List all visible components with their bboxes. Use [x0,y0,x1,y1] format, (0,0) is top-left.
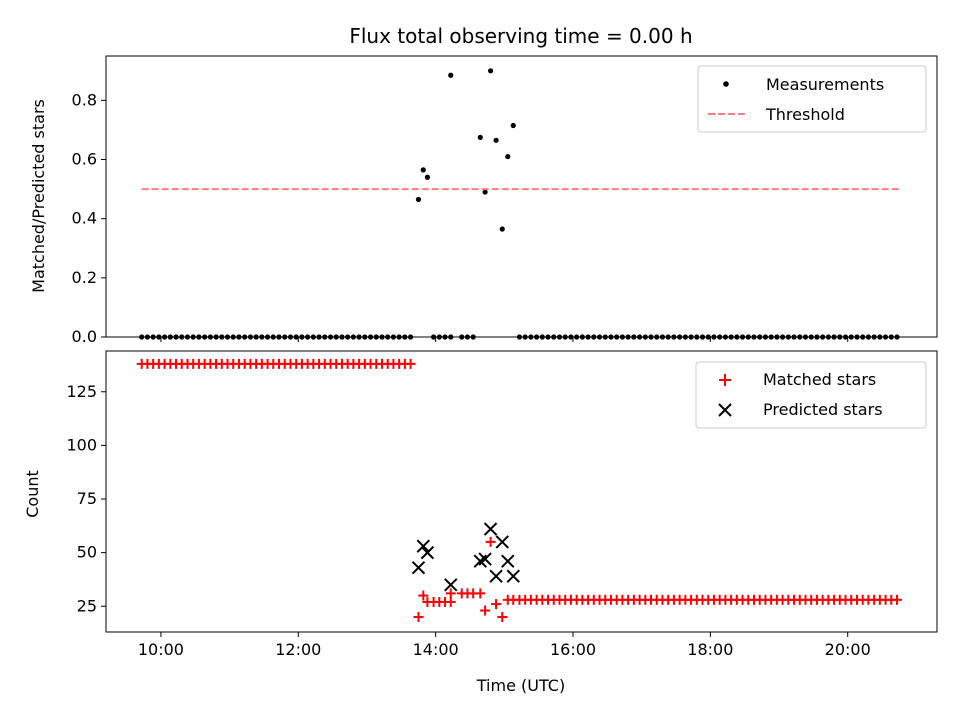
matched-star-point [485,536,496,547]
top-y-tick-label: 0.4 [72,209,97,228]
predicted-star-point [416,539,430,553]
bottom-y-tick-label: 50 [77,543,97,562]
bottom-y-axis-label: Count [23,470,42,518]
matched-star-point [445,596,456,607]
legend-measurements-marker [723,81,729,87]
legend-measurements-label: Measurements [766,75,884,94]
top-y-tick-label: 0.0 [72,327,97,346]
measurement-point [482,189,488,195]
matched-star-point [413,611,424,622]
top-plot-area: 0.0 0.2 0.4 0.6 0.8 [72,55,938,346]
chart-title: Flux total observing time = 0.00 h [349,24,692,48]
legend-matched-marker [719,374,731,386]
predicted-star-point [506,569,520,583]
matched-star-point [497,611,508,622]
predicted-star-stroke [501,554,515,568]
measurement-point [510,122,516,129]
bottom-x-tick-label: 10:00 [138,640,184,659]
matched-star-point [491,599,502,610]
legend-matched-label: Matched stars [763,370,876,389]
bottom-y-tick-label: 25 [77,596,97,615]
bottom-legend: Matched stars Predicted stars [695,361,927,429]
predicted-star-point [411,560,426,575]
measurement-point [499,226,505,232]
predicted-star-stroke [483,522,498,536]
predicted-star-point [495,535,509,549]
top-legend: Measurements Threshold [697,65,927,133]
predicted-star-point [420,545,435,560]
predicted-star-stroke [411,560,426,575]
legend-predicted-label: Predicted stars [763,400,883,419]
predicted-star-stroke [478,552,492,566]
top-legend-box [697,65,927,133]
predicted-star-point [489,569,503,583]
predicted-star-point [501,554,515,568]
bottom-x-tick-label: 16:00 [550,640,596,659]
measurement-point [420,167,426,173]
matched-star-point [508,594,519,605]
top-y-axis-label: Matched/Predicted stars [29,99,48,293]
top-y-tick-label: 0.8 [72,90,97,109]
x-axis-label: Time (UTC) [476,676,565,695]
matched-star-point [418,590,429,601]
predicted-star-stroke [444,578,458,592]
matched-star-point [892,594,903,605]
legend-threshold-label: Threshold [765,105,845,124]
predicted-star-point [444,578,458,592]
bottom-x-tick-label: 14:00 [413,640,459,659]
matched-star-point [422,596,433,607]
bottom-y-tick-label: 75 [77,489,97,508]
bottom-x-tick-label: 12:00 [275,640,321,659]
predicted-star-point [478,552,492,566]
legend-predicted-marker [718,403,732,417]
predicted-star-stroke [420,545,435,560]
bottom-y-tick-label: 125 [66,382,97,401]
measurement-point [424,174,431,180]
matched-star-point [475,588,486,599]
bottom-axes-frame [105,350,938,633]
measurement-point [493,137,499,143]
bottom-legend-box [695,361,927,429]
bottom-x-tick-label: 18:00 [687,640,733,659]
measurement-point [505,153,511,160]
top-y-tick-label: 0.2 [72,268,97,287]
top-axes-frame [105,55,938,338]
matched-star-point [480,605,491,616]
bottom-plot-area: 25 50 75 100 125 10:00 12:00 14:00 16:00 18:00 20:… [66,350,938,659]
matched-star-point [445,588,456,599]
measurement-point [477,134,483,140]
predicted-star-stroke [495,535,509,549]
bottom-y-tick-label: 100 [66,435,97,454]
predicted-star-stroke [506,569,520,583]
predicted-star-stroke [489,569,503,583]
measurement-point [448,72,454,78]
bottom-x-tick-label: 20:00 [825,640,871,659]
predicted-star-point [483,522,498,536]
matched-star-point [405,358,416,369]
measurement-point [415,196,422,203]
predicted-star-stroke [416,539,430,553]
measurement-point [487,68,494,74]
top-y-tick-label: 0.6 [72,150,97,169]
